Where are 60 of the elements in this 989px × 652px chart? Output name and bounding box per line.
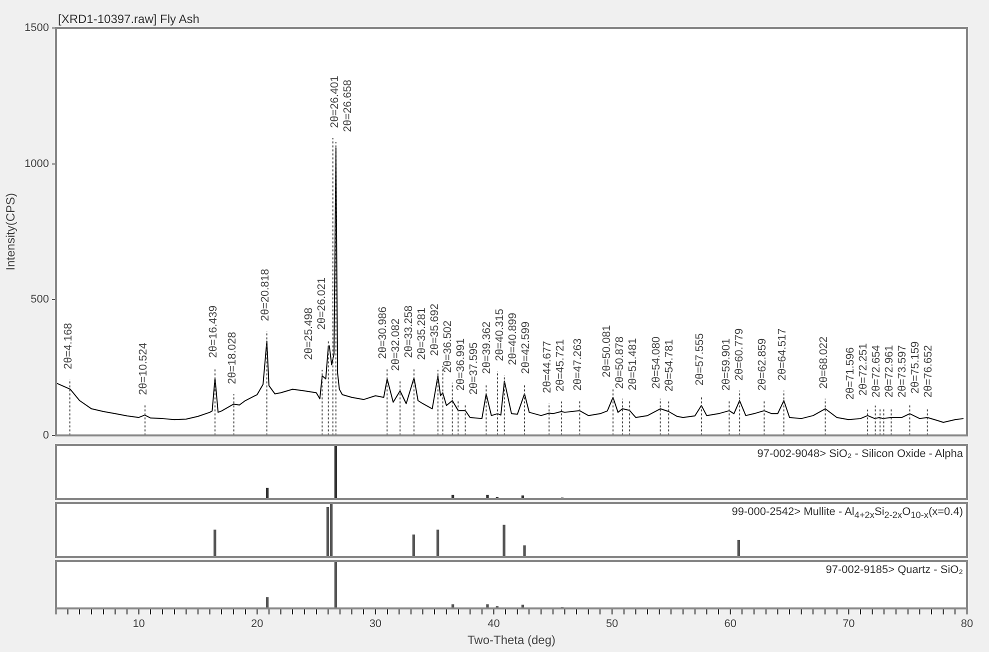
ref-line-label: 2θ=16.439 xyxy=(208,306,220,358)
ref-line-label: 2θ=45.721 xyxy=(554,339,566,392)
ref-line-label: 2θ=40.315 xyxy=(494,308,506,362)
text: 99-000-2542> Mullite - Al$_{4+2x}$Si$_{2-2x}$O$_{10-x}$(x=0.4) xyxy=(732,506,963,520)
y-axis-title: Intensity(CPS) xyxy=(4,193,18,270)
ref-line-label: 2θ=50.878 xyxy=(614,336,626,389)
ref-line-label: 2θ=36.502 xyxy=(442,320,454,373)
y-tick-label: 1500 xyxy=(24,22,49,34)
ref-line-label: 2θ=51.481 xyxy=(627,338,640,390)
chart-title: [XRD1-10397.raw] Fly Ash xyxy=(58,12,200,26)
y-tick-label: 1000 xyxy=(24,158,49,170)
ref-line-label: 2θ=4.168 xyxy=(62,323,74,370)
ref-line-label: 2θ=18.028 xyxy=(226,332,238,384)
x-tick-label: 40 xyxy=(488,618,500,630)
ref-line-label: 2θ=40.899 xyxy=(506,312,519,366)
ref-line-label: 2θ=62.859 xyxy=(756,338,769,391)
ref-line-label: 2θ=57.555 xyxy=(694,333,706,386)
ref-line-label: 2θ=54.080 xyxy=(650,336,663,389)
ref-line-label: 2θ=44.677 xyxy=(541,340,554,394)
ref-line-label: 2θ=76.652 xyxy=(922,345,934,398)
ref-line-label: 2θ=20.818 xyxy=(259,268,272,322)
y-tick-label: 0 xyxy=(42,429,49,442)
ref-line-label: 2θ=35.281 xyxy=(416,308,428,360)
ref-line-label: 2θ=10.524 xyxy=(138,342,150,396)
x-tick-label: 50 xyxy=(606,618,618,630)
ref-line-label: 2θ=72.961 xyxy=(883,345,896,398)
ref-line-label: 2θ=42.599 xyxy=(520,322,532,374)
ref-line-label: 2θ=26.021 xyxy=(316,277,328,330)
ref-line-label: 2θ=59.901 xyxy=(720,338,732,391)
chart-title: 97-002-9185> Quartz - SiO₂ xyxy=(826,564,963,576)
ref-line-label: 2θ=36.991 xyxy=(454,338,467,391)
ref-line-label: 2θ=26.401 xyxy=(328,76,341,128)
x-tick-label: 30 xyxy=(369,618,382,630)
ref-line-label: 2θ=72.654 xyxy=(870,345,882,398)
ref-line-label: 2θ=35.692 xyxy=(428,304,441,356)
ref-line-label: 2θ=71.596 xyxy=(844,347,856,400)
ref-line-label: 2θ=64.517 xyxy=(776,328,788,381)
x-tick-label: 60 xyxy=(724,618,736,630)
ref-line-label: 2θ=72.251 xyxy=(857,343,870,396)
x-tick-label: 70 xyxy=(842,618,855,630)
ref-line-label: 2θ=50.081 xyxy=(601,325,614,378)
ref-line-label: 2θ=60.779 xyxy=(733,328,746,381)
ref-line-label: 2θ=54.781 xyxy=(664,339,676,392)
ref-line-label: 2θ=25.498 xyxy=(302,308,315,360)
x-tick-label: 10 xyxy=(132,618,145,630)
ref-line-label: 2θ=37.595 xyxy=(468,342,480,395)
ref-line-label: 2θ=32.082 xyxy=(390,318,402,371)
ref-line-label: 2θ=39.362 xyxy=(480,322,493,374)
x-tick-label: 80 xyxy=(960,618,974,630)
chart-title: 97-002-9048> SiO₂ - Silicon Oxide - Alpha xyxy=(757,448,963,460)
y-tick-label: 500 xyxy=(30,294,49,306)
ref-line-label: 2θ=68.022 xyxy=(818,336,830,389)
ref-line-label: 2θ=26.658 xyxy=(342,80,354,132)
ref-line-label: 2θ=30.986 xyxy=(376,306,389,359)
x-axis-title: Two-Theta (deg) xyxy=(467,633,556,648)
ref-line-label: 2θ=75.159 xyxy=(909,341,922,394)
ref-line-label: 2θ=33.258 xyxy=(402,306,415,358)
ref-line-label: 2θ=73.597 xyxy=(896,345,908,398)
ref-line-label: 2θ=47.263 xyxy=(572,338,584,391)
x-tick-label: 20 xyxy=(251,618,264,630)
